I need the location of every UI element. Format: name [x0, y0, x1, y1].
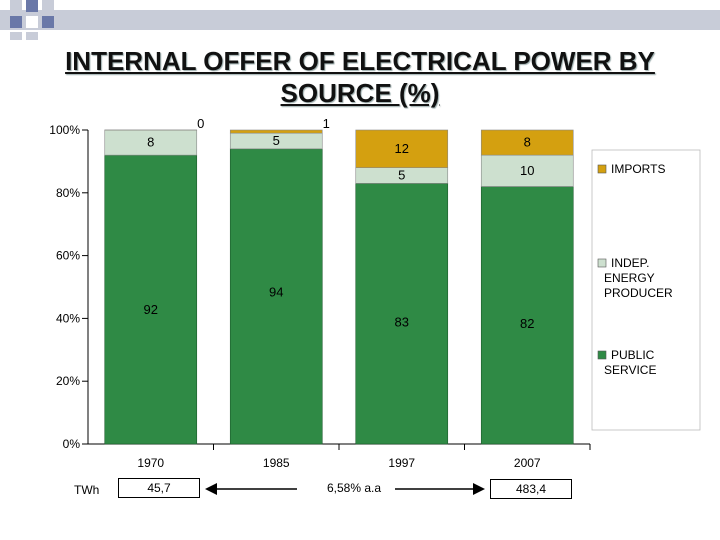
legend-box: [591, 149, 701, 431]
bar-segment: [480, 129, 574, 156]
data-label: 82: [520, 316, 534, 331]
chart-title: INTERNAL OFFER OF ELECTRICAL POWER BY SO…: [65, 46, 655, 108]
data-label: 94: [269, 284, 283, 299]
x-tick-label: 1970: [137, 456, 164, 470]
bar-segment: [229, 148, 323, 445]
legend-label: PUBLIC SERVICE: [604, 348, 656, 377]
legend-swatch: [597, 350, 607, 360]
legend-label: IMPORTS: [611, 162, 665, 176]
bar-segment: [229, 129, 323, 134]
bar-segment: [480, 186, 574, 445]
value-1970-box: 45,7: [118, 478, 200, 498]
data-label: 83: [395, 315, 409, 330]
bar-segment: [480, 154, 574, 187]
y-tick-label: 0%: [63, 437, 81, 451]
legend-swatch: [597, 258, 607, 268]
data-label: 10: [520, 163, 534, 178]
legend-label: INDEP. ENERGY PRODUCER: [604, 256, 673, 300]
data-label: 0: [197, 116, 204, 131]
data-label: 5: [398, 168, 405, 183]
data-label: 5: [273, 133, 280, 148]
growth-arrow: [205, 480, 485, 498]
x-tick-label: 1985: [263, 456, 290, 470]
growth-label: 6,58% a.a: [326, 481, 382, 495]
x-tick-label: 1997: [388, 456, 415, 470]
bar-segment: [355, 129, 449, 168]
y-tick-label: 80%: [56, 186, 80, 200]
data-label: 92: [144, 302, 158, 317]
unit-label: TWh: [74, 483, 100, 497]
y-tick-label: 100%: [49, 123, 80, 137]
legend-swatch: [597, 164, 607, 174]
y-tick-label: 60%: [56, 249, 80, 263]
data-label: 8: [147, 135, 154, 150]
bar-segment: [355, 183, 449, 445]
corner-decoration: [0, 0, 720, 40]
y-tick-label: 20%: [56, 374, 80, 388]
bar-segment: [104, 154, 198, 445]
x-tick-label: 2007: [514, 456, 541, 470]
value-2007-box: 483,4: [490, 479, 572, 499]
data-label: 1: [323, 116, 330, 131]
bar-segment: [104, 129, 198, 156]
data-label: 12: [395, 141, 409, 156]
y-tick-label: 40%: [56, 311, 80, 325]
data-label: 8: [524, 135, 531, 150]
